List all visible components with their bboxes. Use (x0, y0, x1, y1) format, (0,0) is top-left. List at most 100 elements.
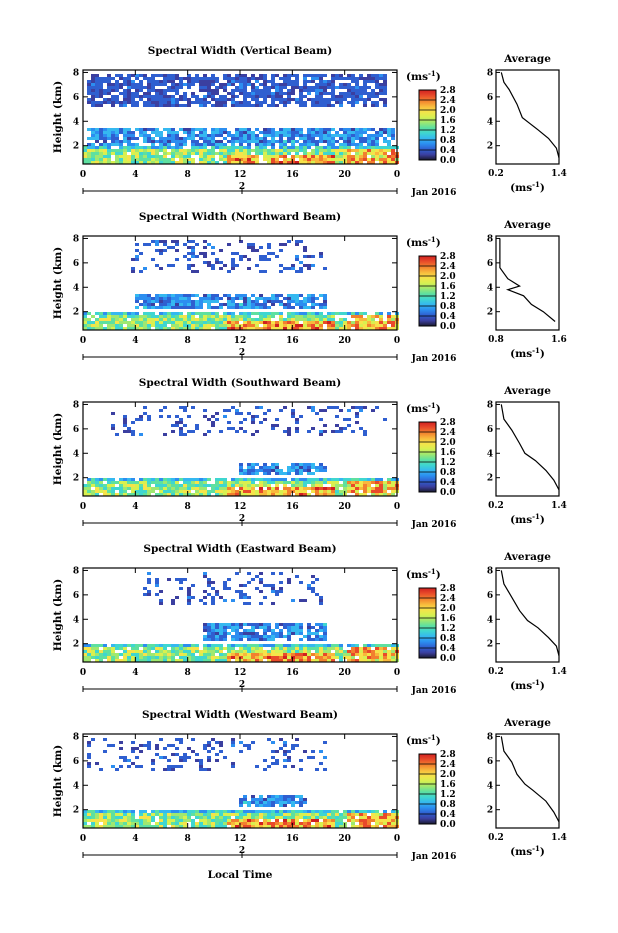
y-axis-label: Height (km) (52, 247, 64, 319)
heatmap-cell (379, 481, 383, 484)
heatmap-cell (319, 644, 323, 647)
heatmap-cell (307, 659, 311, 662)
heatmap-cell (83, 819, 87, 822)
heatmap-cell (279, 409, 283, 412)
colorbar-unit-exp: -1 (428, 69, 436, 78)
heatmap-cell (179, 578, 183, 581)
heatmap-cell (219, 261, 223, 264)
colorbar-unit: (ms-1) (406, 733, 441, 747)
heatmap-cell (359, 321, 363, 324)
heatmap-cell (227, 493, 231, 496)
heatmap-cell (95, 478, 99, 481)
y-tick-label: 6 (73, 259, 79, 269)
heatmap-cell (291, 656, 295, 659)
heatmap-cell (271, 104, 275, 107)
heatmap-cell (239, 644, 243, 647)
heatmap-cell (199, 128, 203, 131)
heatmap-cell (339, 74, 343, 77)
heatmap-cell (231, 647, 235, 650)
heatmap-cell (199, 481, 203, 484)
heatmap-cell (175, 161, 179, 164)
heatmap-cell (107, 318, 111, 321)
heatmap-cell (83, 152, 87, 155)
heatmap-cell (99, 650, 103, 653)
heatmap-cell (231, 318, 235, 321)
heatmap-cell (123, 128, 127, 131)
heatmap-cell (263, 804, 267, 807)
heatmap-cell (195, 146, 199, 149)
heatmap-cell (119, 149, 123, 152)
heatmap-cell (123, 104, 127, 107)
heatmap-cell (243, 584, 247, 587)
heatmap-cell (223, 653, 227, 656)
heatmap-cell (211, 89, 215, 92)
heatmap-cell (287, 798, 291, 801)
heatmap-cell (295, 626, 299, 629)
heatmap-cell (355, 321, 359, 324)
heatmap-cell (263, 493, 267, 496)
heatmap-cell (203, 101, 207, 104)
heatmap-cell (283, 644, 287, 647)
heatmap-cell (151, 825, 155, 828)
heatmap-cell (331, 161, 335, 164)
heatmap-cell (355, 412, 359, 415)
heatmap-cell (103, 137, 107, 140)
heatmap-cell (319, 101, 323, 104)
heatmap-cell (295, 744, 299, 747)
avg-x-unit: (ms-1) (510, 346, 545, 360)
heatmap-cell (291, 478, 295, 481)
heatmap-cell (143, 158, 147, 161)
heatmap-cell (351, 659, 355, 662)
heatmap-cell (255, 140, 259, 143)
heatmap-cell (347, 484, 351, 487)
heatmap-cell (379, 656, 383, 659)
heatmap-cell (191, 143, 195, 146)
heatmap-cell (223, 484, 227, 487)
heatmap-cell (287, 490, 291, 493)
heatmap-cell (235, 481, 239, 484)
heatmap-cell (259, 95, 263, 98)
heatmap-cell (243, 632, 247, 635)
heatmap-cell (251, 418, 255, 421)
heatmap-cell (267, 80, 271, 83)
heatmap-cell (323, 653, 327, 656)
heatmap-cell (107, 131, 111, 134)
heatmap-cell (231, 261, 235, 264)
heatmap-cell (171, 650, 175, 653)
heatmap-cell (247, 267, 251, 270)
y-tick-label: 2 (73, 806, 79, 816)
heatmap-cell (171, 98, 175, 101)
heatmap-cell (123, 321, 127, 324)
heatmap-cell (119, 478, 123, 481)
heatmap-cell (191, 584, 195, 587)
heatmap-cell (207, 149, 211, 152)
heatmap-cell (303, 816, 307, 819)
heatmap-cell (175, 753, 179, 756)
heatmap-cell (251, 140, 255, 143)
heatmap-cell (119, 810, 123, 813)
heatmap-cell (375, 104, 379, 107)
heatmap-cell (275, 822, 279, 825)
y-tick-label: 8 (73, 68, 79, 78)
heatmap-cell (267, 635, 271, 638)
heatmap-cell (363, 83, 367, 86)
heatmap-cell (355, 484, 359, 487)
heatmap-cell (271, 155, 275, 158)
heatmap-cell (235, 149, 239, 152)
heatmap-cell (291, 74, 295, 77)
heatmap-cell (291, 327, 295, 330)
heatmap-cell (187, 128, 191, 131)
heatmap-cell (347, 819, 351, 822)
heatmap-cell (339, 98, 343, 101)
heatmap-cells (83, 74, 399, 164)
heatmap-cell (351, 487, 355, 490)
heatmap-cell (91, 644, 95, 647)
colorbar-unit: (ms-1) (406, 401, 441, 415)
heatmap-cell (331, 312, 335, 315)
heatmap-cell (375, 152, 379, 155)
heatmap-cell (391, 324, 395, 327)
heatmap-cell (263, 258, 267, 261)
avg-x-tick-label: 0.2 (488, 833, 504, 843)
heatmap-cell (87, 155, 91, 158)
heatmap-cell (271, 466, 275, 469)
